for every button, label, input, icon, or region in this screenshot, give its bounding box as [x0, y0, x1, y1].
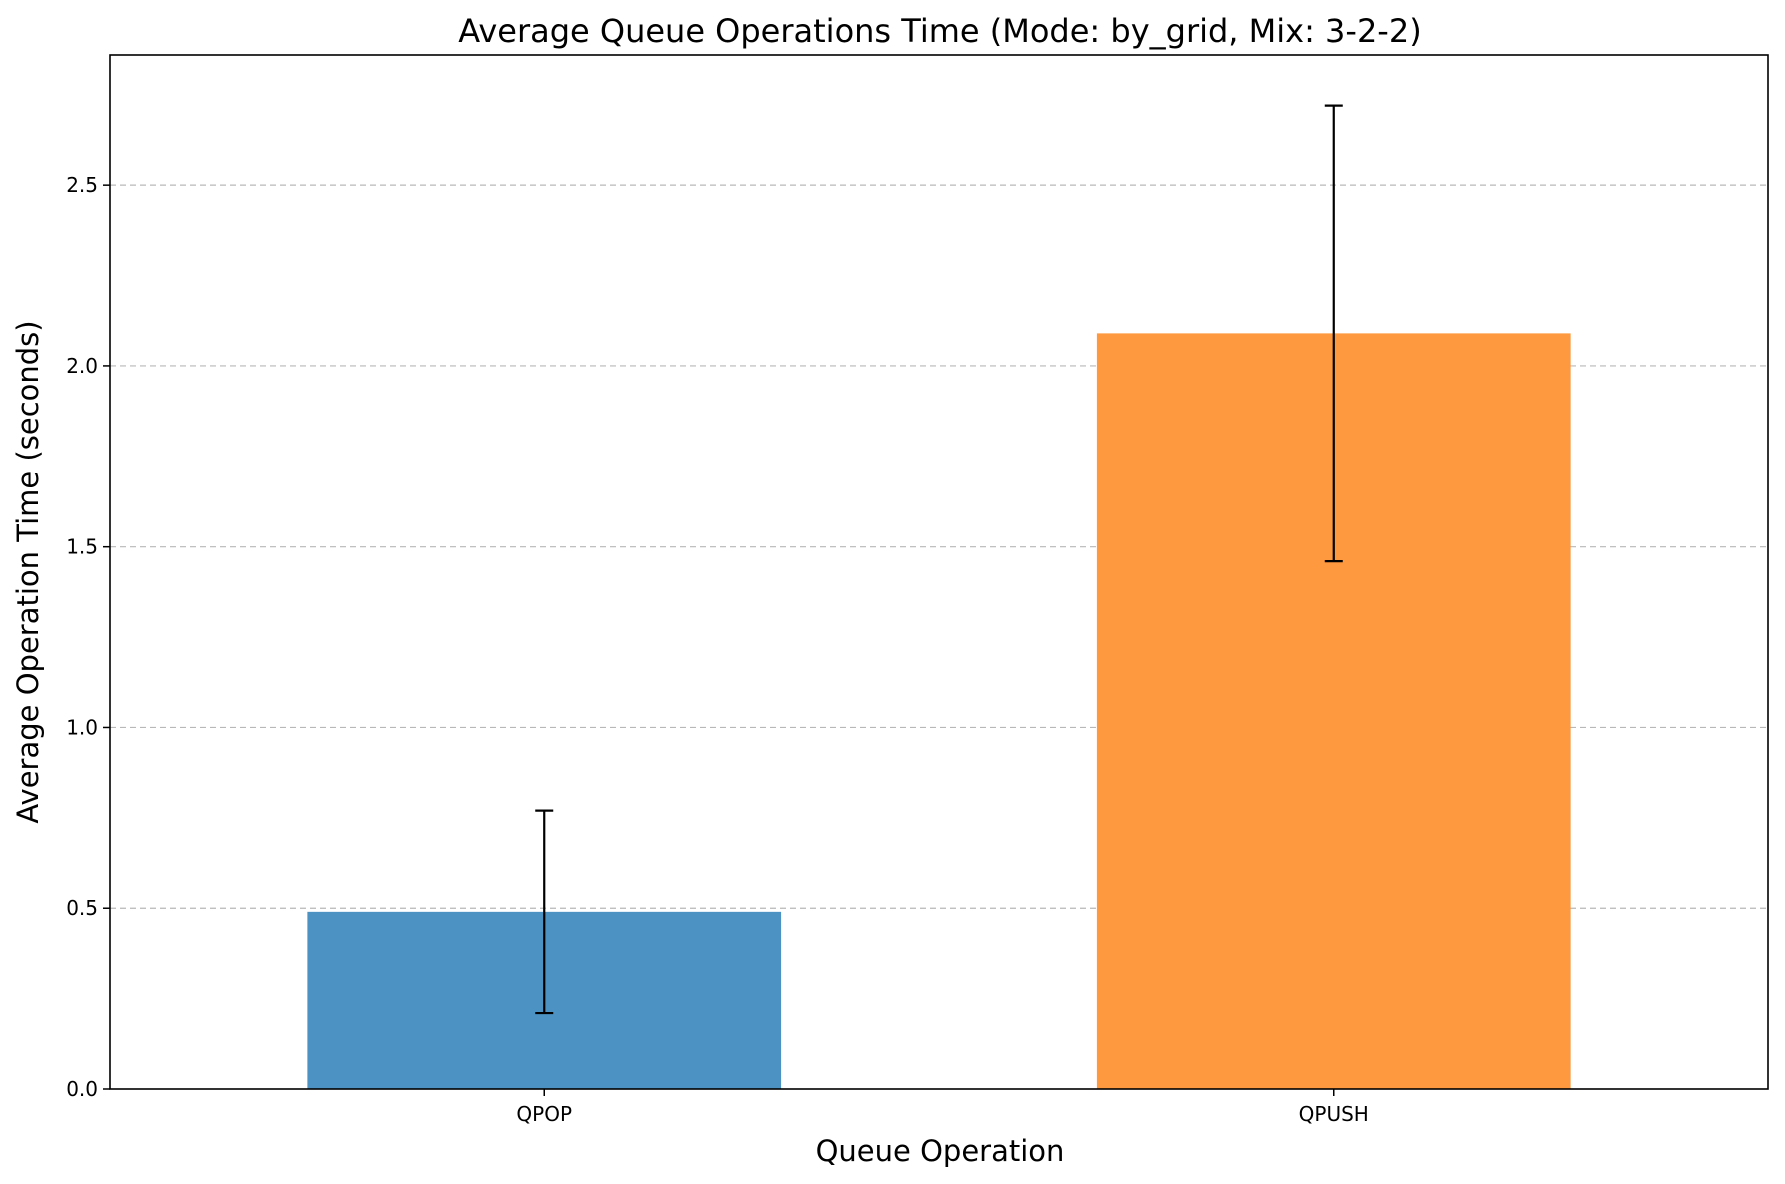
y-tick-label: 1.5 — [66, 535, 98, 559]
x-tick-label: QPUSH — [1299, 1102, 1369, 1126]
x-axis-label: Queue Operation — [816, 1134, 1065, 1168]
chart-title: Average Queue Operations Time (Mode: by_… — [458, 12, 1421, 50]
bars — [307, 333, 1571, 1089]
y-tick-label: 1.0 — [66, 715, 98, 739]
y-tick-label: 0.5 — [66, 896, 98, 920]
y-tick-label: 0.0 — [66, 1077, 98, 1101]
y-tick-label: 2.5 — [66, 173, 98, 197]
plot-frame — [109, 54, 1769, 1090]
x-axis-ticks: QPOP QPUSH — [516, 1089, 1369, 1126]
y-axis-label: Average Operation Time (seconds) — [11, 320, 45, 823]
y-tick-label: 2.0 — [66, 354, 98, 378]
error-bars — [535, 104, 1343, 1015]
x-tick-label: QPOP — [516, 1102, 572, 1126]
y-axis-ticks: 0.0 0.5 1.0 1.5 2.0 2.5 — [66, 173, 110, 1101]
